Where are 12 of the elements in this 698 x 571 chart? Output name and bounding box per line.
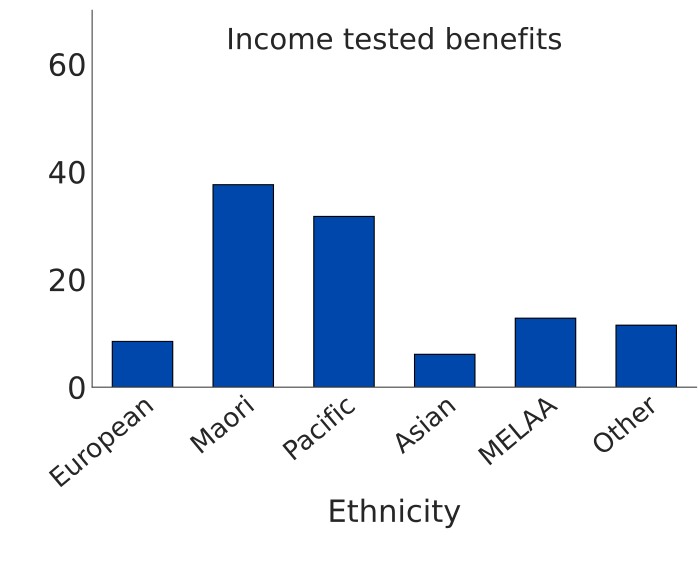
bar [212,184,274,388]
bar [514,318,576,388]
y-tick-label: 20 [50,268,85,292]
y-tick-label: 60 [50,53,85,76]
chart-title: Income tested benefits [229,27,562,50]
y-tick-label: 40 [49,160,85,184]
bar [615,324,678,388]
y-tick-label: 0 [69,376,85,400]
bar [112,340,174,388]
bar [313,216,375,388]
x-axis-title: Ethnicity [330,498,460,528]
bar [414,354,476,388]
